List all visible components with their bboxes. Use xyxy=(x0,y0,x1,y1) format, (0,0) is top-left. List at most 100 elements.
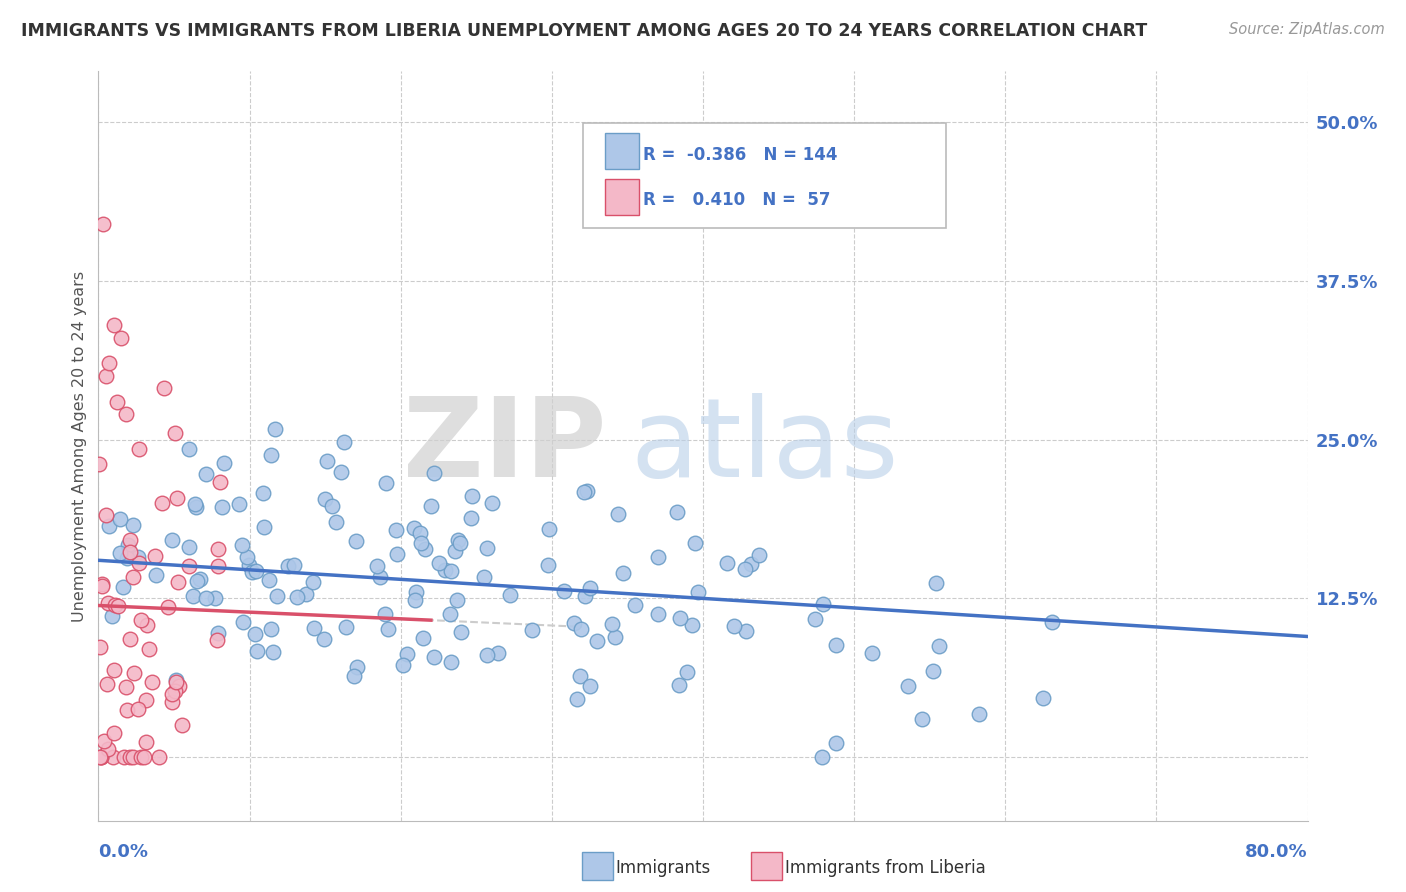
Point xyxy=(260,622,283,636)
Point xyxy=(108,546,131,560)
Point xyxy=(377,622,399,636)
Point xyxy=(181,589,204,603)
Point xyxy=(165,684,187,698)
Point xyxy=(682,618,704,632)
Point xyxy=(967,706,990,721)
Point xyxy=(449,536,471,550)
Point xyxy=(129,613,152,627)
Point xyxy=(392,658,415,673)
Point xyxy=(94,508,117,522)
Point xyxy=(475,648,498,662)
Point xyxy=(110,331,132,345)
Point xyxy=(243,626,266,640)
Point xyxy=(208,475,231,489)
Point xyxy=(135,735,157,749)
Point xyxy=(409,535,432,549)
Point xyxy=(447,533,470,548)
Point xyxy=(211,500,233,514)
Point xyxy=(928,639,950,653)
Point xyxy=(177,540,200,554)
Point xyxy=(374,476,396,491)
Point xyxy=(163,426,186,441)
Point xyxy=(586,634,609,648)
Point xyxy=(148,750,170,764)
Point xyxy=(811,750,834,764)
Point xyxy=(93,734,115,748)
Point xyxy=(167,680,190,694)
Point xyxy=(277,558,299,573)
Point xyxy=(565,692,588,706)
Point xyxy=(669,611,692,625)
Point xyxy=(101,608,124,623)
Point xyxy=(647,607,669,621)
Point xyxy=(804,612,827,626)
Point xyxy=(96,677,118,691)
Point xyxy=(283,558,305,573)
Point xyxy=(366,558,388,573)
Point xyxy=(461,489,484,503)
Point xyxy=(385,523,408,537)
Point xyxy=(723,619,745,633)
Point xyxy=(114,407,136,421)
Point xyxy=(688,585,710,599)
Point xyxy=(396,647,419,661)
Point xyxy=(668,678,690,692)
Point xyxy=(253,519,276,533)
Point xyxy=(184,497,207,511)
Point xyxy=(647,549,669,564)
Point xyxy=(207,541,229,556)
Point xyxy=(138,642,160,657)
Point xyxy=(911,712,934,726)
Point xyxy=(446,593,468,607)
Point xyxy=(444,544,467,558)
Point xyxy=(439,607,461,622)
Point xyxy=(245,564,267,578)
Point xyxy=(177,442,200,456)
Point xyxy=(132,750,155,764)
Point xyxy=(167,574,190,589)
Point xyxy=(127,549,149,564)
Point xyxy=(97,741,120,756)
Point xyxy=(477,541,499,555)
Point xyxy=(734,562,756,576)
Point xyxy=(252,486,274,500)
Point xyxy=(344,534,367,549)
Point xyxy=(266,589,288,603)
Point xyxy=(129,750,152,764)
Point xyxy=(716,556,738,570)
Point xyxy=(122,750,145,764)
Point xyxy=(89,750,111,764)
Point xyxy=(748,548,770,562)
Point xyxy=(314,492,336,507)
Point xyxy=(578,680,600,694)
Point xyxy=(412,632,434,646)
Point xyxy=(246,644,269,658)
Point xyxy=(97,595,120,609)
Point xyxy=(404,593,426,607)
Point xyxy=(427,557,450,571)
Point xyxy=(136,618,159,632)
Point xyxy=(321,499,343,513)
Point xyxy=(574,589,596,603)
Text: 80.0%: 80.0% xyxy=(1244,844,1308,862)
Point xyxy=(374,607,396,621)
Point xyxy=(128,556,150,570)
Point xyxy=(112,750,135,764)
Point xyxy=(413,541,436,556)
Point xyxy=(236,549,259,564)
Point xyxy=(460,510,482,524)
Point xyxy=(103,663,125,677)
Point xyxy=(813,597,835,611)
Point xyxy=(402,521,425,535)
Point xyxy=(107,599,129,613)
Point xyxy=(184,500,207,515)
Text: IMMIGRANTS VS IMMIGRANTS FROM LIBERIA UNEMPLOYMENT AMONG AGES 20 TO 24 YEARS COR: IMMIGRANTS VS IMMIGRANTS FROM LIBERIA UN… xyxy=(21,22,1147,40)
Point xyxy=(166,491,188,505)
Point xyxy=(316,453,339,467)
Point xyxy=(740,557,762,571)
Point xyxy=(207,559,229,574)
Point xyxy=(114,680,136,694)
Point xyxy=(108,512,131,526)
Point xyxy=(118,533,141,548)
Point xyxy=(141,674,163,689)
